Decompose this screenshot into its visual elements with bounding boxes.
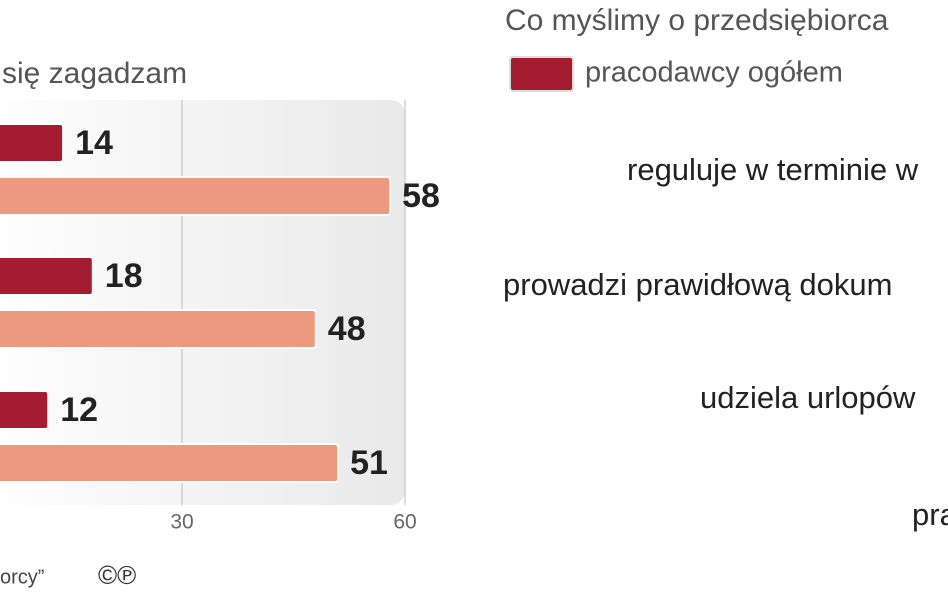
right-title: Co myślimy o przedsiębiorca: [505, 4, 889, 37]
category-label: udziela urlopów: [700, 380, 916, 415]
category-label: pra: [912, 497, 948, 532]
bar: [0, 123, 65, 163]
bar: [0, 390, 50, 430]
copyright: ©℗: [98, 560, 136, 590]
value-label: 58: [402, 177, 440, 215]
value-label: 12: [60, 391, 98, 429]
legend-swatch: [509, 56, 574, 92]
value-label: 18: [105, 257, 143, 295]
x-tick-label: 30: [170, 511, 193, 534]
bar: [0, 309, 317, 349]
source: orcy”: [0, 566, 44, 588]
value-label: 48: [328, 310, 366, 348]
legend-label: pracodawcy ogółem: [585, 57, 843, 89]
x-tick-label: 60: [393, 511, 416, 534]
value-label: 14: [75, 124, 113, 162]
value-label: 51: [350, 444, 388, 482]
category-label: reguluje w terminie w: [627, 152, 919, 187]
bar: [0, 256, 94, 296]
bar: [0, 176, 392, 216]
subtitle: się zagadzam: [2, 57, 187, 90]
bar: [0, 443, 340, 483]
category-label: prowadzi prawidłową dokum: [503, 267, 892, 302]
